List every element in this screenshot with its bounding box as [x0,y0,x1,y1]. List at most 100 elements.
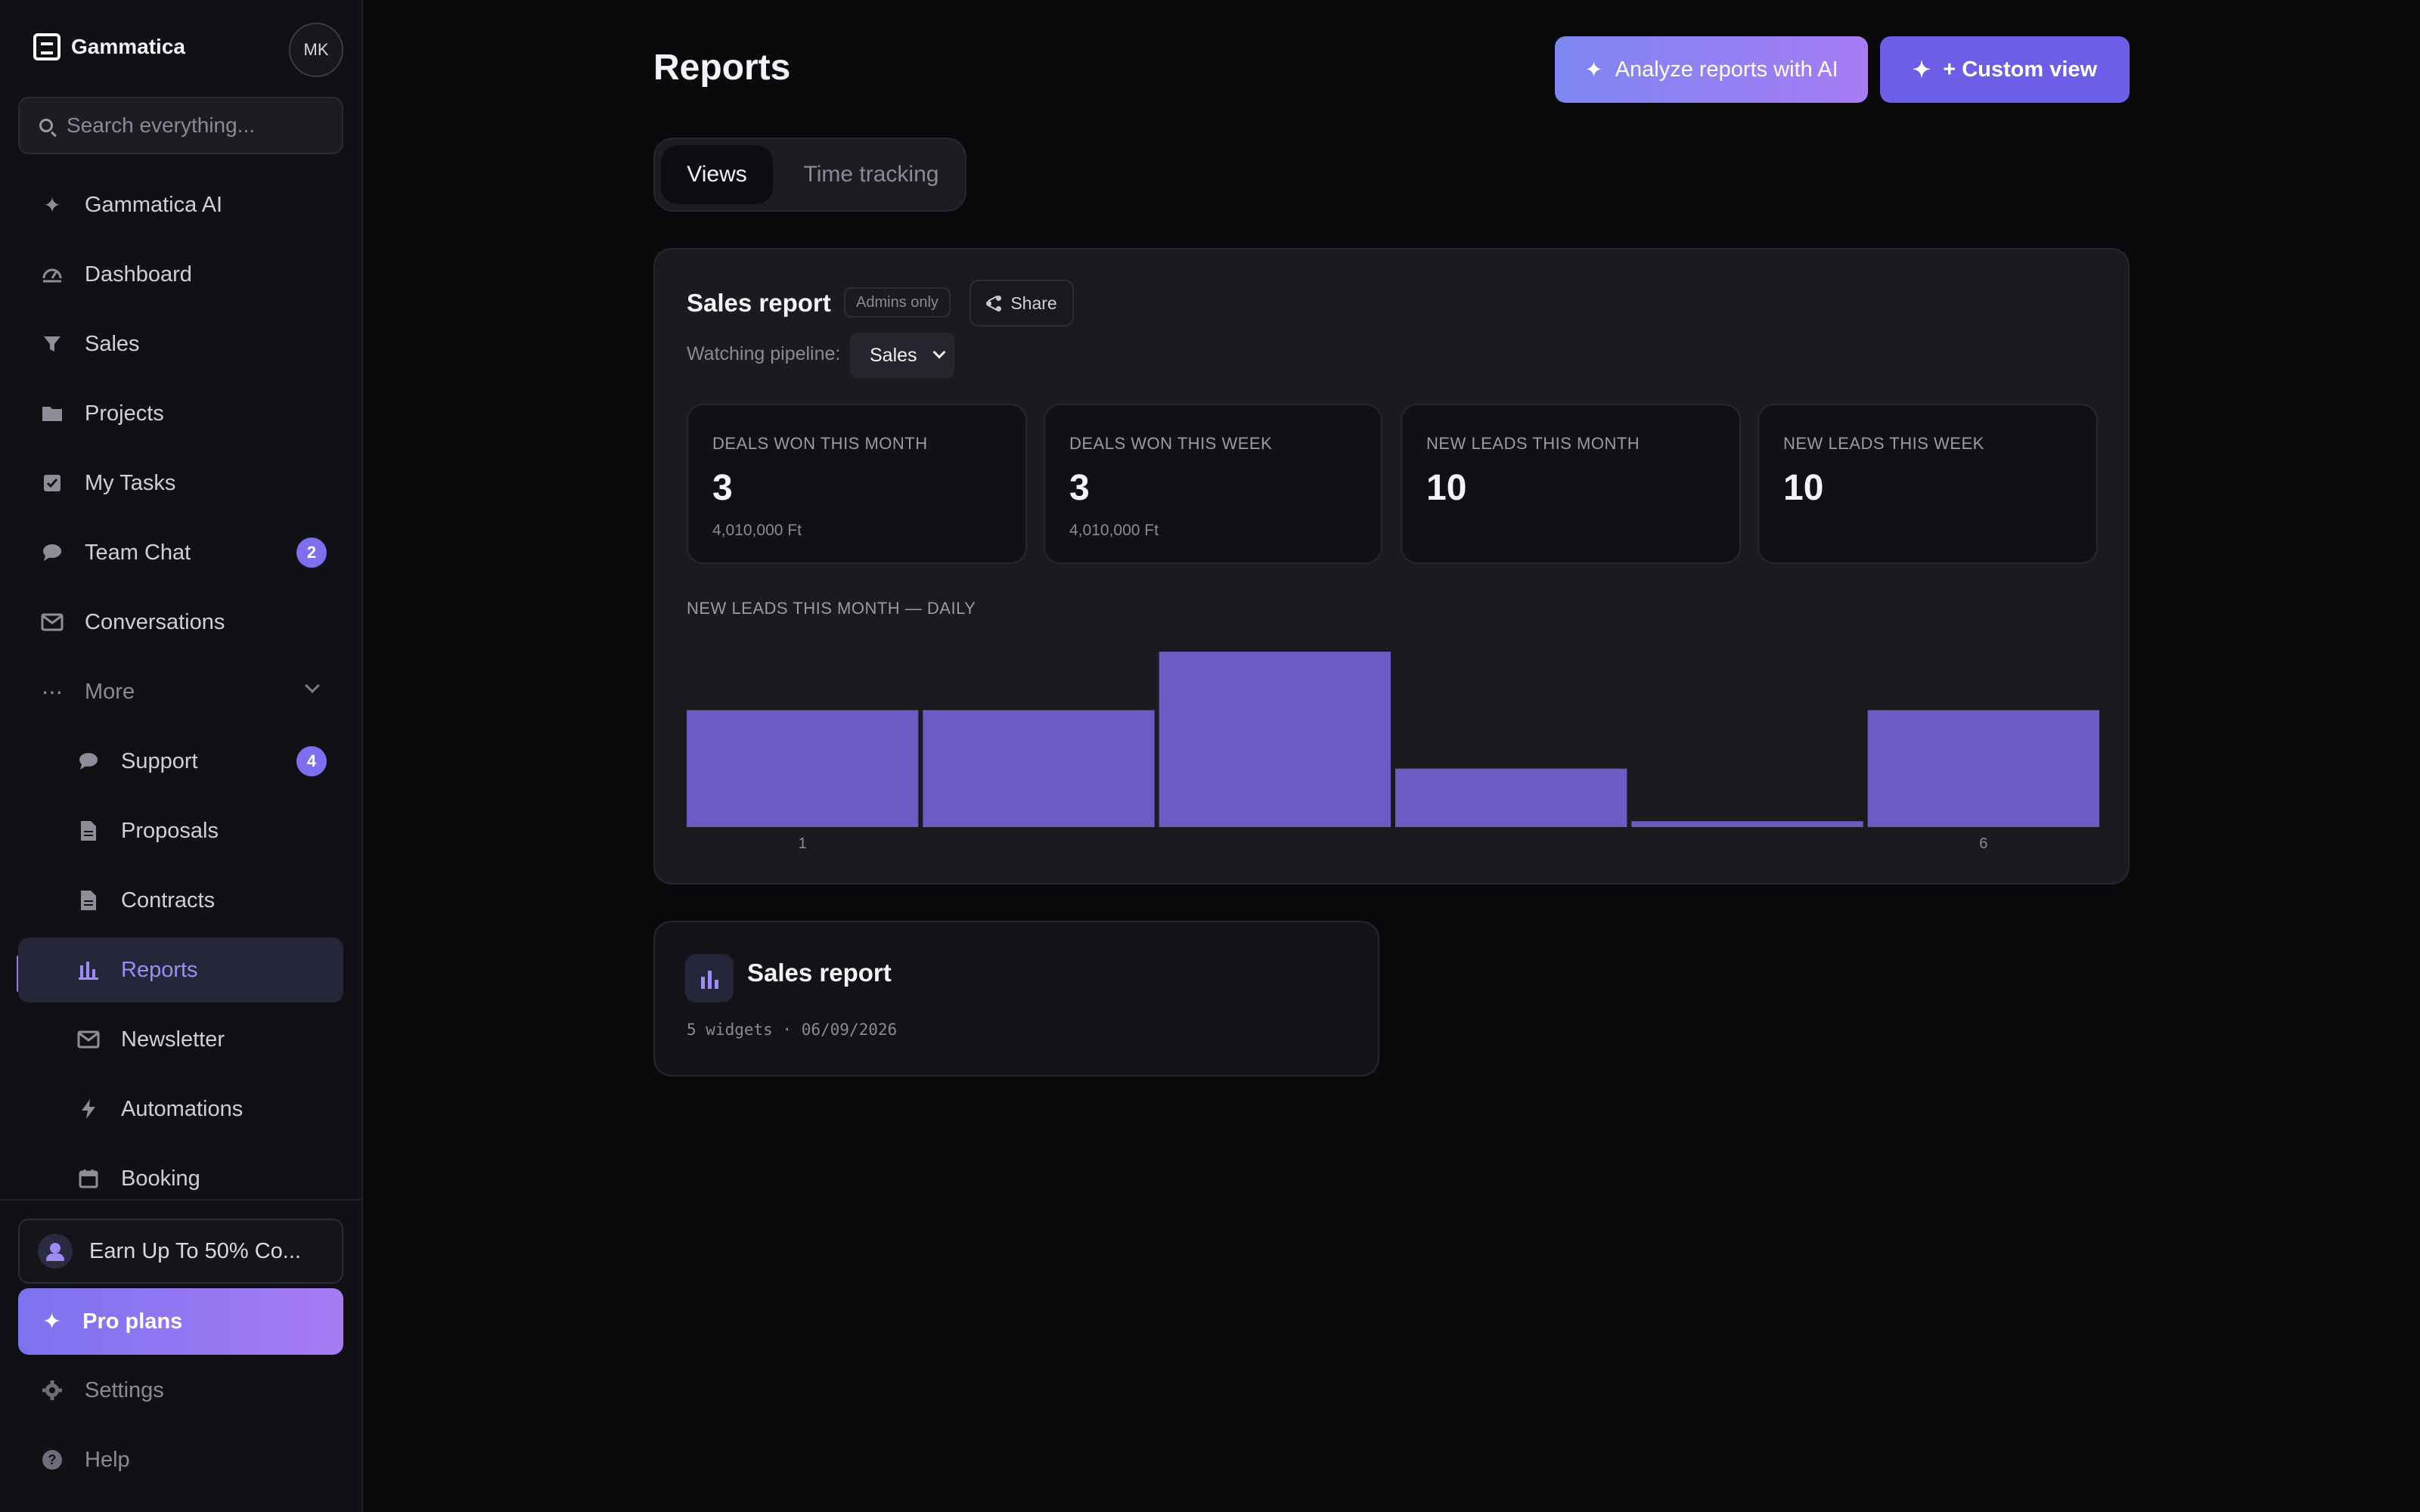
document-icon [76,818,101,844]
sidebar-item-label: Conversations [85,609,225,634]
stat-label: NEW LEADS THIS WEEK [1783,434,1984,453]
mail-icon [39,609,65,635]
sidebar-item-label: My Tasks [85,470,176,495]
sidebar-item-conversations[interactable]: Conversations [18,590,343,655]
custom-view-label: + Custom view [1943,57,2098,82]
dashboard-icon [39,262,65,287]
brand-name: Gammatica [71,35,185,58]
help-icon: ? [39,1447,65,1473]
checkbox-icon [39,470,65,496]
sidebar-item-label: Team Chat [85,540,191,565]
stat-label: DEALS WON THIS MONTH [712,434,928,453]
saved-report-title: Sales report [747,959,892,987]
sidebar-item-label: Projects [85,401,164,426]
stat-sub: 4,010,000 Ft [712,522,802,539]
mail-icon [76,1027,101,1052]
tab-time-tracking[interactable]: Time tracking [803,162,939,187]
admins-only-badge: Admins only [844,287,951,318]
sidebar-item-label: Support [121,748,198,773]
report-title: Sales report [687,289,831,317]
search-input[interactable] [67,113,324,138]
pro-plans-button[interactable]: ✦ Pro plans [18,1288,343,1355]
sidebar-item-projects[interactable]: Projects [18,381,343,446]
sales-report-card: Sales report Admins only Share Watching … [653,248,2130,885]
sidebar-item-label: Gammatica AI [85,192,223,217]
saved-report-card[interactable]: Sales report 5 widgets · 06/09/2026 [653,921,1379,1077]
analyze-reports-label: Analyze reports with AI [1615,57,1838,82]
sidebar: Gammatica MK ✦ Gammatica AI Dashboard Sa… [0,0,363,1512]
sidebar-item-proposals[interactable]: Proposals [18,798,343,863]
stat-card: DEALS WON THIS MONTH 3 4,010,000 Ft [687,404,1027,564]
view-tabs: Views Time tracking [653,138,966,212]
chart-bar [1395,768,1627,827]
sidebar-item-more[interactable]: ⋯ More [18,659,343,724]
sidebar-item-booking[interactable]: Booking [18,1146,343,1211]
sidebar-item-contracts[interactable]: Contracts [18,868,343,933]
sidebar-item-label: Dashboard [85,262,192,287]
filter-icon [39,331,65,357]
chart-label: NEW LEADS THIS MONTH — DAILY [687,599,976,618]
sidebar-item-label: Settings [85,1377,164,1402]
sidebar-item-dashboard[interactable]: Dashboard [18,242,343,307]
bar-chart-icon [685,954,734,1002]
sidebar-item-label: More [85,679,135,704]
pipeline-select[interactable]: Sales [850,333,954,378]
custom-view-button[interactable]: ✦ + Custom view [1880,36,2130,103]
promo-label: Earn Up To 50% Co... [89,1238,301,1263]
chart-bar [687,710,919,827]
sidebar-item-newsletter[interactable]: Newsletter [18,1007,343,1072]
sidebar-item-label: Proposals [121,818,219,843]
user-avatar[interactable]: MK [289,23,343,77]
stat-label: NEW LEADS THIS MONTH [1426,434,1640,453]
brand[interactable]: Gammatica [33,33,185,60]
affiliate-promo[interactable]: Earn Up To 50% Co... [18,1219,343,1284]
sparkle-icon: ✦ [1912,57,1931,82]
sidebar-item-team-chat[interactable]: Team Chat 2 [18,520,343,585]
sidebar-item-label: Automations [121,1096,244,1121]
sparkle-icon: ✦ [1584,57,1603,82]
sidebar-item-support[interactable]: Support 4 [18,729,343,794]
x-tick-label: 6 [1979,835,1987,852]
share-button[interactable]: Share [970,280,1074,327]
saved-report-meta: 5 widgets · 06/09/2026 [687,1021,898,1039]
pipeline-value: Sales [870,344,917,366]
sidebar-item-help[interactable]: ? Help [18,1427,343,1492]
sidebar-item-sales[interactable]: Sales [18,311,343,376]
sidebar-item-gammatica-ai[interactable]: ✦ Gammatica AI [18,172,343,237]
calendar-icon [76,1166,101,1191]
sidebar-item-reports[interactable]: Reports [18,937,343,1002]
chat-icon [76,748,101,774]
pro-plans-label: Pro plans [82,1309,183,1334]
stat-card: NEW LEADS THIS MONTH 10 [1401,404,1741,564]
sidebar-item-my-tasks[interactable]: My Tasks [18,451,343,516]
stat-card: DEALS WON THIS WEEK 3 4,010,000 Ft [1044,404,1382,564]
stat-value: 10 [1426,468,1467,508]
support-badge: 4 [296,746,327,776]
chevron-down-icon [305,678,320,693]
stat-value: 10 [1783,468,1824,508]
bolt-icon [76,1096,101,1122]
sidebar-item-label: Newsletter [121,1027,225,1052]
tab-views[interactable]: Views [661,145,773,204]
stat-card: NEW LEADS THIS WEEK 10 [1758,404,2098,564]
bar-chart-icon [76,957,101,983]
sidebar-item-settings[interactable]: Settings [18,1358,343,1423]
watching-pipeline-label: Watching pipeline: [687,343,841,364]
sidebar-item-automations[interactable]: Automations [18,1077,343,1142]
person-icon [38,1234,73,1269]
chart-bar [1159,652,1391,827]
search-icon [39,119,53,132]
sidebar-item-label: Contracts [121,888,216,912]
chevron-down-icon [932,345,946,359]
search-box[interactable] [18,97,343,154]
analyze-reports-button[interactable]: ✦ Analyze reports with AI [1555,36,1868,103]
sidebar-item-label: Reports [121,957,198,982]
stat-value: 3 [712,468,733,508]
page-title: Reports [653,48,791,88]
chart-bar [923,710,1155,827]
chat-icon [39,540,65,565]
more-icon: ⋯ [42,680,63,704]
x-tick-label: 1 [799,835,807,852]
sparkle-icon: ✦ [43,193,61,217]
